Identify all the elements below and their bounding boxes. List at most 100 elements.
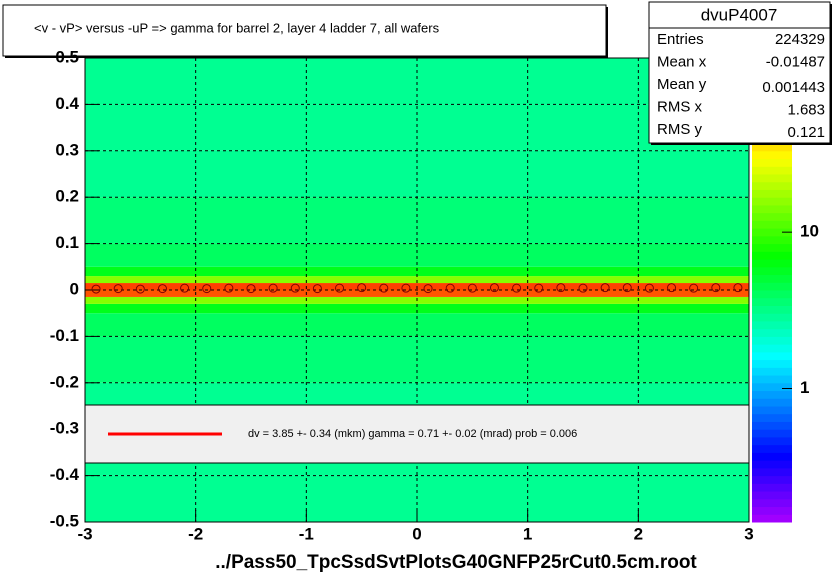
colorbar-segment [752, 313, 792, 322]
colorbar-segment [752, 266, 792, 276]
density-cell [85, 303, 749, 314]
stats-label: RMS x [657, 98, 703, 115]
colorbar-segment [752, 259, 792, 268]
profile-point [312, 284, 322, 294]
colorbar-segment [752, 421, 792, 430]
colorbar-segment [752, 406, 792, 415]
stats-label: Mean x [657, 53, 707, 70]
colorbar-segment [752, 359, 792, 368]
profile-point [401, 283, 411, 293]
colorbar-segment [752, 452, 792, 461]
colorbar-segment [752, 235, 792, 245]
y-tick-label: 0.1 [55, 233, 79, 252]
profile-point [534, 283, 544, 293]
colorbar-segment [752, 274, 792, 283]
stats-title: dvuP4007 [701, 5, 778, 24]
density-cell [85, 266, 749, 277]
colorbar-segment [752, 390, 792, 399]
profile-point [689, 283, 699, 293]
stats-label: RMS y [657, 121, 703, 138]
colorbar-segment [752, 174, 792, 183]
colorbar-segment [752, 336, 792, 345]
colorbar-segment [752, 344, 792, 353]
profile-point [644, 283, 654, 293]
profile-point [202, 284, 212, 294]
colorbar-segment [752, 328, 792, 337]
profile-point [578, 283, 588, 293]
colorbar-segment [752, 506, 792, 515]
stats-box [648, 1, 831, 144]
y-tick-label: 0 [70, 279, 79, 298]
x-tick-label: -2 [188, 524, 203, 543]
colorbar-segment [752, 351, 792, 361]
colorbar-segment [752, 158, 792, 167]
colorbar-segment [752, 305, 792, 314]
colorbar-segment [752, 212, 792, 221]
profile-point [135, 284, 145, 294]
profile-point [600, 283, 610, 293]
profile-point [733, 283, 743, 293]
y-tick-label: 0.4 [55, 94, 79, 113]
colorbar-segment [752, 398, 792, 407]
colorbar-segment [752, 282, 792, 291]
profile-point [711, 283, 721, 293]
y-tick-label: 0.3 [55, 140, 79, 159]
stats-rows: Entries 224329 Mean x -0.01487 Mean y 0.00144… [657, 31, 825, 141]
colorbar-segment [752, 166, 792, 175]
x-tick-label: 0 [412, 524, 421, 543]
profile-point [423, 284, 433, 294]
profile-point [489, 283, 499, 293]
colorbar-segment [752, 475, 792, 484]
colorbar-segment [752, 436, 792, 446]
profile-point [157, 284, 167, 294]
profile-point [512, 283, 522, 293]
colorbar-segment [752, 197, 792, 206]
x-tick-label: -3 [77, 524, 92, 543]
stats-value: 0.121 [787, 124, 825, 141]
profile-point [268, 283, 278, 293]
colorbar-segment [752, 429, 792, 438]
colorbar-segment [752, 320, 792, 330]
colorbar-segment [752, 367, 792, 376]
stats-label: Entries [657, 31, 704, 48]
profile-point [379, 283, 389, 293]
profile-point [667, 283, 677, 293]
colorbar-segment [752, 181, 792, 190]
fit-legend-text: dv = 3.85 +- 0.34 (mkm) gamma = 0.71 +- … [248, 428, 577, 440]
colorbar-segment [752, 413, 792, 422]
colorbar-segment [752, 251, 792, 260]
profile-point [445, 283, 455, 293]
colorbar-segment [752, 297, 792, 306]
x-axis-label: ../Pass50_TpcSsdSvtPlotsG40GNFP25rCut0.5… [215, 552, 697, 573]
profile-point [467, 283, 477, 293]
profile-point [91, 284, 101, 294]
colorbar-segment [752, 204, 792, 214]
colorbar-segment [752, 460, 792, 469]
y-tick-label: -0.1 [50, 326, 79, 345]
stats-label: Mean y [657, 76, 707, 93]
colorbar-segment [752, 498, 792, 508]
colorbar-segment [752, 483, 792, 492]
profile-point [180, 283, 190, 293]
colorbar-segment [752, 143, 792, 152]
colorbar-segment [752, 491, 792, 500]
colorbar-segment [752, 375, 792, 384]
y-tick-label: 0.2 [55, 187, 79, 206]
z-tick-label: 10 [800, 222, 819, 241]
y-tick-label: 0.5 [55, 47, 79, 66]
colorbar-segment [752, 189, 792, 198]
profile-point [335, 283, 345, 293]
chart-title: <v - vP> versus -uP => gamma for barrel … [34, 20, 440, 35]
colorbar-segment [752, 514, 792, 523]
x-tick-label: 2 [634, 524, 643, 543]
profile-point [357, 283, 367, 293]
colorbar-segment [752, 382, 792, 392]
profile-point [246, 284, 256, 294]
x-tick-label: -1 [299, 524, 314, 543]
density-cell [85, 243, 749, 267]
y-tick-label: -0.2 [50, 372, 79, 391]
colorbar-segment [752, 220, 792, 229]
profile-point [556, 283, 566, 293]
